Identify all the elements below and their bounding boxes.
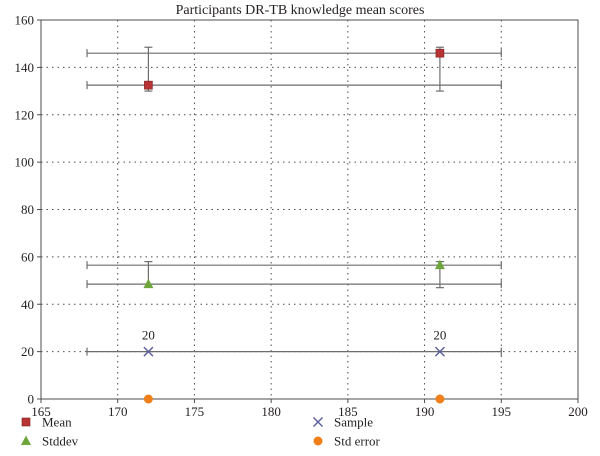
x-marker-stroke	[313, 417, 323, 427]
y-tick-label: 140	[15, 60, 35, 75]
x-tick-label: 175	[185, 404, 205, 419]
y-tick-label: 80	[21, 202, 34, 217]
x-tick-label: 200	[568, 404, 588, 419]
legend-std-error-label: Std error	[334, 434, 381, 449]
chart-title: Participants DR-TB knowledge mean scores	[176, 3, 425, 18]
x-marker-stroke	[143, 346, 154, 357]
stddev-point	[143, 278, 154, 289]
stddev-point	[434, 259, 445, 270]
data-points: 20 20	[142, 48, 446, 404]
mean-point	[435, 48, 445, 58]
y-tick-label: 160	[15, 13, 35, 28]
sample-data-label: 20	[433, 328, 446, 343]
x-marker-stroke	[434, 346, 445, 357]
legend: Mean Stddev Sample Std error	[21, 415, 381, 449]
legend-mean-label: Mean	[42, 415, 72, 430]
legend-stddev-label: Stddev	[42, 434, 79, 449]
grid	[41, 20, 578, 399]
error-bars	[86, 46, 502, 356]
y-tick-label: 20	[21, 344, 34, 359]
mean-point	[144, 80, 153, 90]
y-tick-label: 120	[15, 107, 35, 122]
y-tick-label: 100	[15, 155, 35, 170]
x-tick-label: 180	[261, 404, 281, 419]
x-tick-label: 165	[31, 404, 51, 419]
x-tick-label: 190	[415, 404, 435, 419]
y-tick-label: 0	[28, 392, 35, 407]
std-error-point	[143, 394, 153, 404]
std-error-point	[435, 394, 445, 404]
x-tick-label: 195	[492, 404, 512, 419]
x-tick-label: 170	[108, 404, 128, 419]
legend-sample-label: Sample	[334, 415, 373, 430]
legend-stddev-marker	[21, 435, 31, 445]
axes: 165 170 175 180 185 190 195 200 0 20 40 60 80 100 120 1…	[15, 13, 588, 420]
legend-std-error-marker	[313, 436, 323, 446]
y-tick-label: 40	[21, 297, 34, 312]
x-tick-label: 185	[338, 404, 358, 419]
sample-point	[143, 346, 154, 357]
sample-data-label: 20	[142, 328, 155, 343]
legend-sample-marker	[313, 417, 323, 427]
y-tick-label: 60	[21, 249, 34, 264]
plot-frame	[40, 19, 579, 400]
sample-point	[434, 346, 445, 357]
legend-mean-marker	[21, 417, 31, 427]
